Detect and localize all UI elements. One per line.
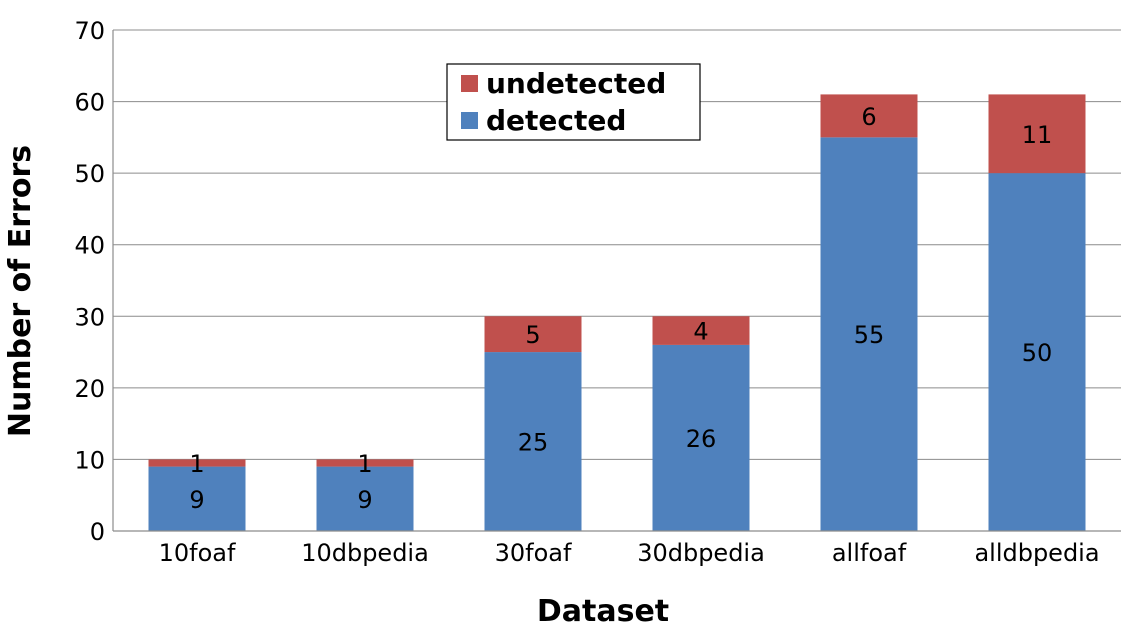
x-tick-label-allfoaf: allfoaf [832,539,907,567]
data-label-undetected-30dbpedia: 4 [693,318,708,346]
data-label-detected-30dbpedia: 26 [686,425,717,453]
x-tick-label-alldbpedia: alldbpedia [974,539,1099,567]
bar-undetected-allfoaf [820,94,918,138]
y-axis-title: Number of Errors [3,145,38,437]
bar-detected-allfoaf [820,137,918,531]
bar-detected-30foaf [484,352,582,531]
data-label-undetected-30foaf: 5 [525,321,540,349]
data-label-detected-10dbpedia: 9 [357,486,372,514]
data-label-undetected-10dbpedia: 1 [357,450,372,478]
data-label-detected-30foaf: 25 [518,429,549,457]
bar-detected-10foaf [148,466,246,531]
legend-swatch-undetected [461,75,478,92]
x-tick-label-10foaf: 10foaf [159,539,236,567]
bar-detected-10dbpedia [316,466,414,531]
bar-undetected-30foaf [484,316,582,353]
bar-detected-alldbpedia [988,173,1086,531]
bar-undetected-10dbpedia [316,459,414,467]
y-tick-label: 40 [74,232,105,260]
data-label-detected-alldbpedia: 50 [1022,339,1053,367]
x-tick-label-30foaf: 30foaf [495,539,572,567]
data-label-detected-10foaf: 9 [189,486,204,514]
data-labels: 9 1 9 1 25 5 26 4 55 6 50 11 [189,103,1052,514]
x-axis-title: Dataset [537,594,669,629]
data-label-undetected-10foaf: 1 [189,450,204,478]
y-tick-label: 20 [74,375,105,403]
data-label-detected-allfoaf: 55 [854,321,885,349]
legend-label-undetected: undetected [486,67,666,100]
y-tick-label: 60 [74,89,105,117]
bar-undetected-alldbpedia [988,94,1086,174]
y-tick-label: 0 [90,518,105,546]
y-tick-labels: 0 10 20 30 40 50 60 70 [74,17,105,546]
data-label-undetected-allfoaf: 6 [861,103,876,131]
x-tick-label-30dbpedia: 30dbpedia [637,539,765,567]
y-tick-label: 30 [74,303,105,331]
y-tick-label: 70 [74,17,105,45]
bar-undetected-10foaf [148,459,246,467]
x-tick-label-10dbpedia: 10dbpedia [301,539,429,567]
axes [112,30,1121,532]
bars [148,94,1086,531]
bar-undetected-30dbpedia [652,316,750,345]
legend-label-detected: detected [486,104,626,137]
bar-detected-30dbpedia [652,344,750,531]
y-tick-label: 10 [74,446,105,474]
y-tick-label: 50 [74,160,105,188]
legend: undetected detected [446,63,701,141]
x-tick-labels: 10foaf 10dbpedia 30foaf 30dbpedia allfoaf all… [159,539,1100,567]
legend-box [446,63,701,141]
data-label-undetected-alldbpedia: 11 [1022,121,1053,149]
legend-swatch-detected [461,112,478,129]
